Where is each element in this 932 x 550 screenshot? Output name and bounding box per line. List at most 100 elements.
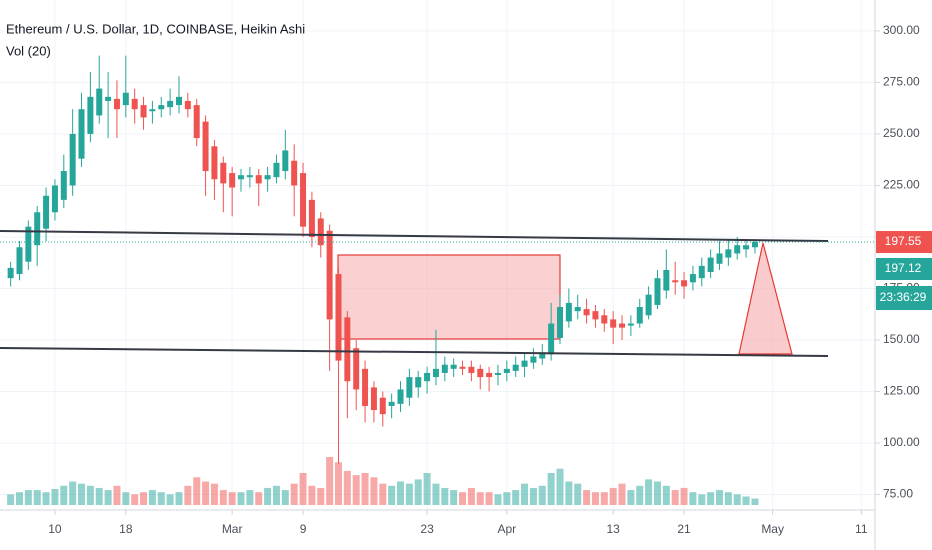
x-tick-label: 9 [300,522,307,536]
countdown-box [876,286,932,310]
volume-bar [467,487,475,505]
candle-body [450,364,457,369]
candle-body [521,360,528,367]
volume-bar [299,473,307,505]
candle-body [255,175,262,184]
candle-body [565,302,572,322]
candle-body [557,307,563,338]
candle-body [619,323,626,328]
candle-body [87,96,94,134]
volume-bar [600,492,608,505]
volume-bar [60,485,68,505]
x-tick-label: 23 [420,522,434,536]
candle-body [184,100,191,110]
candle-body [415,377,422,388]
candle-body [202,121,209,172]
volume-bar [113,485,121,505]
candle-body [751,242,758,248]
candle-body [131,98,138,110]
y-tick-label: 275.00 [883,75,920,89]
x-tick-label: Apr [497,522,516,536]
candle-body [282,150,289,172]
candle-body [636,307,643,324]
volume-bar [184,485,192,505]
candle-body [362,368,369,406]
volume-bar [565,481,573,505]
x-tick-label: May [761,522,784,536]
candle-body [96,88,103,116]
volume-bar [202,481,210,505]
candle-body [25,226,32,262]
volume-bar [414,479,422,505]
volume-bar [591,492,599,505]
volume-bar [556,468,564,505]
volume-bar [140,492,148,505]
volume-bar [361,473,369,505]
candle-body [548,323,555,355]
volume-bar [503,492,511,505]
last-price-box [876,231,932,254]
y-tick-label: 150.00 [883,332,920,346]
volume-bar [131,494,139,505]
volume-bar [485,492,493,505]
volume-bar [15,492,23,505]
volume-bar [255,492,263,505]
volume-bar [388,485,396,505]
volume-bar [450,490,458,505]
candle-body [725,249,732,258]
volume-bar [370,477,378,505]
volume-bar [680,487,688,505]
volume-bar [78,483,86,505]
candle-body [477,368,484,378]
candle-body [60,171,67,200]
candle-body [246,175,253,178]
candle-body [689,274,696,283]
trendline [0,347,829,357]
volume-bar [272,485,280,505]
candle-body [530,356,537,363]
volume-bar [228,492,236,505]
candle-body [406,377,413,398]
candle-body [539,352,546,359]
volume-bar [290,483,298,505]
volume-bar [246,490,254,505]
volume-bar [193,477,201,505]
volume-label: Vol (20) [6,43,51,58]
last-price-label: 197.55 [885,234,922,248]
volume-bar [397,481,405,505]
trendline [0,230,829,242]
volume-bar [521,483,529,505]
candle-body [69,133,76,186]
candle-body [432,368,439,378]
candle-body [388,401,395,406]
candle-body [113,98,120,110]
candle-body [122,92,129,106]
chart-title: Ethereum / U.S. Dollar, 1D, COINBASE, He… [6,21,305,36]
volume-bar [423,473,431,505]
candle-body [512,364,519,371]
candle-body [486,372,493,378]
volume-bar [264,487,272,505]
volume-bar [636,485,644,505]
candle-body [610,319,617,328]
countdown-label: 23:36:29 [880,290,927,304]
candle-body [441,364,448,373]
candle-body [734,245,741,254]
y-tick-label: 300.00 [883,23,920,37]
volume-bar [751,498,759,505]
candle-body [43,195,50,229]
x-tick-label: 11 [855,522,868,536]
candle-body [16,247,23,275]
candle-body [707,257,714,272]
volume-bar [237,492,245,505]
volume-bar [352,475,360,505]
bid-price-label: 197.12 [885,261,922,275]
candle-body [716,253,723,264]
candle-body [424,372,431,382]
volume-bar [538,485,546,505]
candle-body [211,146,218,180]
volume-bar [627,490,635,505]
volume-bar [24,490,32,505]
candle-body [140,105,147,118]
